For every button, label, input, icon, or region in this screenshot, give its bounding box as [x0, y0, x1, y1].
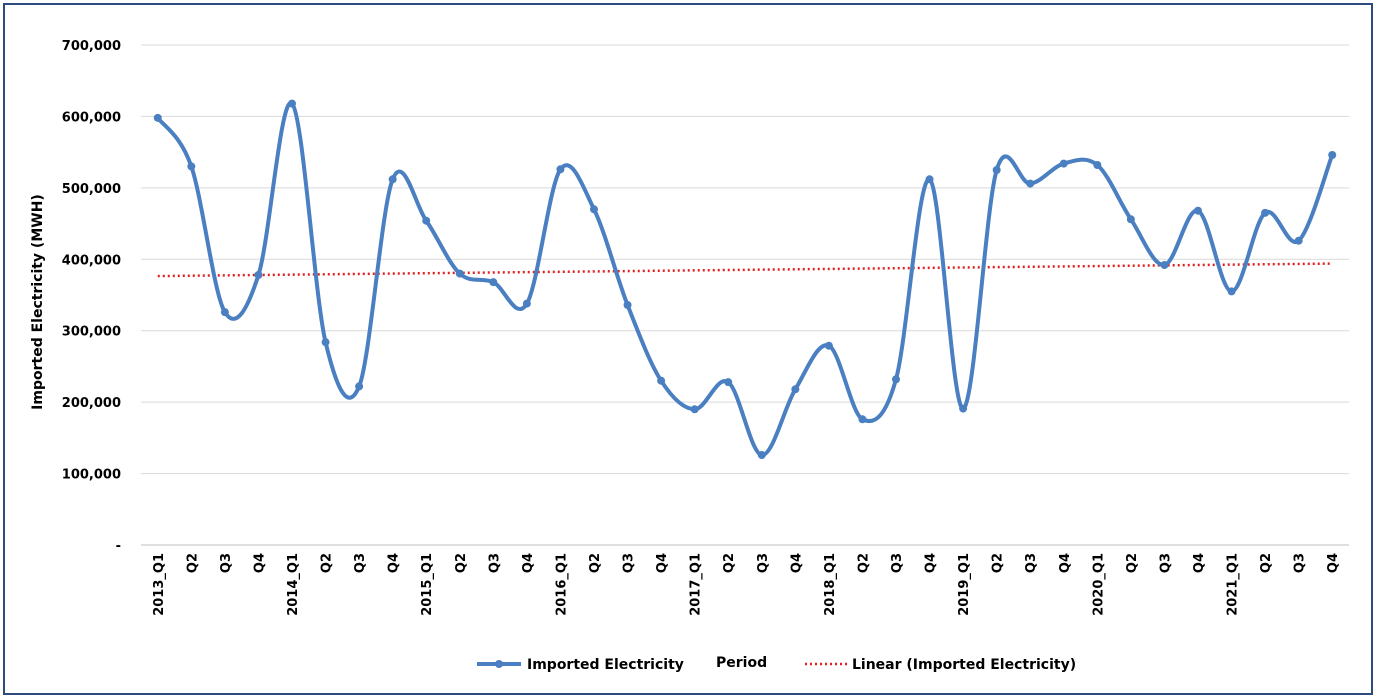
- data-point: [1026, 179, 1035, 188]
- data-point: [1194, 206, 1202, 215]
- x-tick-label: Q4: [655, 553, 670, 573]
- x-tick-label: 2021_Q1: [1226, 553, 1241, 616]
- data-point: [522, 299, 531, 308]
- data-point: [992, 166, 1001, 174]
- data-point: [1093, 161, 1102, 169]
- legend-trendline-label: Linear (Imported Electricity): [852, 657, 1076, 673]
- y-tick-label: 600,000: [62, 110, 121, 125]
- data-point: [690, 405, 699, 414]
- data-point: [724, 378, 733, 387]
- x-tick-label: 2020_Q1: [1091, 553, 1106, 616]
- data-point: [153, 113, 162, 122]
- data-point: [1160, 261, 1169, 269]
- data-point: [321, 338, 330, 347]
- x-tick-label: Q4: [1192, 553, 1207, 573]
- x-tick-label: Q4: [1326, 553, 1341, 573]
- y-axis-ticks: - 100,000 200,000 300,000 400,000 500,000 600,…: [62, 39, 121, 554]
- x-tick-label: Q2: [1125, 553, 1140, 573]
- x-tick-label: Q2: [454, 553, 469, 573]
- x-tick-label: Q2: [588, 553, 603, 573]
- data-point: [590, 205, 598, 214]
- x-axis-ticks: 2013_Q1 Q2 Q3 Q4 2014_Q1 Q2 Q3 Q4 2015_Q1 Q2 Q3 Q4 2…: [152, 553, 1341, 616]
- data-point: [455, 269, 464, 278]
- x-tick-label: Q3: [1293, 553, 1308, 573]
- x-tick-label: Q4: [1058, 553, 1073, 573]
- y-axis-title: Imported Electricity (MWH): [30, 194, 46, 410]
- x-tick-label: Q3: [1024, 553, 1039, 573]
- gridlines: [141, 44, 1349, 546]
- x-tick-label: 2016_Q1: [554, 553, 569, 616]
- data-point: [556, 165, 565, 174]
- data-point: [892, 375, 900, 384]
- legend-series-label: Imported Electricity: [527, 657, 684, 673]
- y-tick-label: 100,000: [62, 468, 121, 483]
- x-tick-label: Q2: [722, 553, 737, 573]
- x-tick-label: 2014_Q1: [286, 553, 301, 616]
- data-point: [1294, 236, 1303, 245]
- x-tick-label: 2013_Q1: [152, 553, 167, 616]
- x-tick-label: Q4: [789, 553, 804, 573]
- x-tick-label: Q4: [387, 553, 402, 573]
- legend: Imported Electricity Period Linear (Impo…: [477, 655, 1076, 673]
- data-point: [791, 385, 800, 394]
- data-point: [187, 162, 196, 171]
- trendline: [157, 262, 1333, 278]
- x-tick-label: 2018_Q1: [823, 553, 838, 616]
- chart-frame: [3, 3, 1373, 695]
- data-point: [757, 451, 766, 459]
- data-point: [422, 216, 431, 225]
- data-point: [657, 376, 666, 385]
- y-tick-label: 200,000: [62, 396, 121, 411]
- series-line: [156, 101, 1335, 457]
- y-tick-label: 300,000: [62, 325, 121, 340]
- data-point: [254, 271, 263, 279]
- data-point: [925, 175, 934, 184]
- x-tick-label: Q4: [252, 553, 267, 573]
- data-point: [489, 278, 498, 287]
- data-point: [959, 404, 968, 413]
- x-tick-label: Q3: [1158, 553, 1173, 573]
- x-tick-label: 2015_Q1: [420, 553, 435, 616]
- x-tick-label: 2017_Q1: [689, 553, 704, 616]
- data-point: [1328, 151, 1337, 159]
- data-point: [220, 308, 229, 317]
- data-point: [858, 415, 867, 424]
- data-point: [355, 382, 364, 391]
- x-tick-label: Q2: [185, 553, 200, 573]
- x-tick-label: Q2: [1259, 553, 1274, 573]
- x-tick-label: Q3: [487, 553, 502, 573]
- y-tick-label: 400,000: [62, 253, 121, 268]
- data-point: [824, 341, 833, 350]
- data-point: [288, 99, 296, 108]
- x-tick-label: Q3: [622, 553, 637, 573]
- x-axis-title: Period: [716, 655, 767, 671]
- data-point: [1126, 215, 1135, 224]
- series-markers: [153, 99, 1337, 459]
- x-tick-label: 2019_Q1: [957, 553, 972, 616]
- x-tick-label: Q3: [219, 553, 234, 573]
- data-point: [1227, 287, 1236, 296]
- data-point: [623, 301, 632, 309]
- x-tick-label: Q4: [924, 553, 939, 573]
- x-tick-label: Q2: [856, 553, 871, 573]
- x-tick-label: Q3: [756, 553, 771, 573]
- x-tick-label: Q2: [320, 553, 335, 573]
- y-tick-label: 700,000: [62, 39, 121, 54]
- x-tick-label: Q3: [353, 553, 368, 573]
- x-tick-label: Q4: [521, 553, 536, 573]
- data-point: [1261, 208, 1270, 217]
- data-point: [1059, 159, 1068, 168]
- x-tick-label: Q3: [890, 553, 905, 573]
- data-point: [388, 175, 397, 184]
- legend-series-marker: [495, 660, 503, 668]
- y-tick-label: -: [116, 539, 121, 554]
- x-tick-label: Q2: [991, 553, 1006, 573]
- y-tick-label: 500,000: [62, 182, 121, 197]
